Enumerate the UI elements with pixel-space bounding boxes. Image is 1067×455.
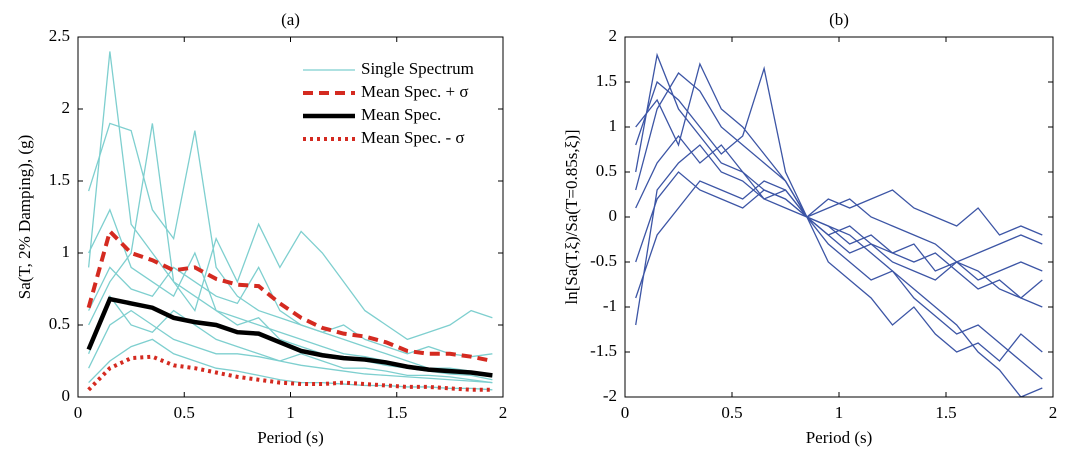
series-line xyxy=(86,227,493,363)
plot-area xyxy=(625,37,1053,397)
x-axis-label: Period (s) xyxy=(806,428,873,447)
legend-label: Mean Spec. + σ xyxy=(361,82,469,101)
series-line xyxy=(88,266,493,358)
y-axis-label: Sa(T, 2% Damping), (g) xyxy=(15,135,34,299)
y-tick-label: -0.5 xyxy=(590,251,617,270)
series-line xyxy=(86,296,493,378)
x-tick-label: 1.5 xyxy=(386,403,407,422)
y-tick-label: -2 xyxy=(603,386,617,405)
legend-label: Single Spectrum xyxy=(361,59,474,78)
y-tick-label: 1 xyxy=(62,242,71,261)
x-axis-label: Period (s) xyxy=(257,428,324,447)
x-tick-label: 0 xyxy=(621,403,630,422)
x-tick-label: 2 xyxy=(1049,403,1058,422)
series-line xyxy=(88,309,493,384)
x-tick-label: 1 xyxy=(835,403,844,422)
y-tick-label: 1.5 xyxy=(596,71,617,90)
x-tick-label: 0.5 xyxy=(721,403,742,422)
plot-lines xyxy=(635,52,1043,397)
y-tick-label: 1.5 xyxy=(49,170,70,189)
x-tick-label: 0 xyxy=(74,403,83,422)
series-line xyxy=(87,354,493,392)
x-tick-label: 0.5 xyxy=(174,403,195,422)
series-line xyxy=(635,62,1043,362)
y-tick-label: 2 xyxy=(62,98,71,117)
y-tick-label: -1.5 xyxy=(590,341,617,360)
panel-title: (b) xyxy=(829,10,849,29)
y-tick-label: -1 xyxy=(603,296,617,315)
series-line xyxy=(635,180,1043,299)
y-tick-label: 2 xyxy=(609,26,618,45)
plot-area xyxy=(78,37,503,397)
series-line xyxy=(88,294,493,384)
series-line xyxy=(635,72,1043,236)
series-line xyxy=(88,123,493,341)
y-tick-label: 0.5 xyxy=(596,161,617,180)
panel-title: (a) xyxy=(281,10,300,29)
x-tick-label: 2 xyxy=(499,403,508,422)
series-line xyxy=(635,171,1043,380)
y-tick-label: 0.5 xyxy=(49,314,70,333)
y-tick-label: 0 xyxy=(609,206,618,225)
legend-label: Mean Spec. - σ xyxy=(361,128,465,147)
y-tick-label: 1 xyxy=(609,116,618,135)
plot-lines xyxy=(86,51,493,392)
x-tick-label: 1 xyxy=(286,403,295,422)
x-tick-label: 1.5 xyxy=(935,403,956,422)
y-axis-label: ln[Sa(T,ξ)/Sa(T=0.85s,ξ)] xyxy=(562,129,581,304)
series-line xyxy=(635,65,1043,308)
y-tick-label: 2.5 xyxy=(49,26,70,45)
y-tick-label: 0 xyxy=(62,386,71,405)
series-line xyxy=(635,134,1043,299)
legend-label: Mean Spec. xyxy=(361,105,441,124)
